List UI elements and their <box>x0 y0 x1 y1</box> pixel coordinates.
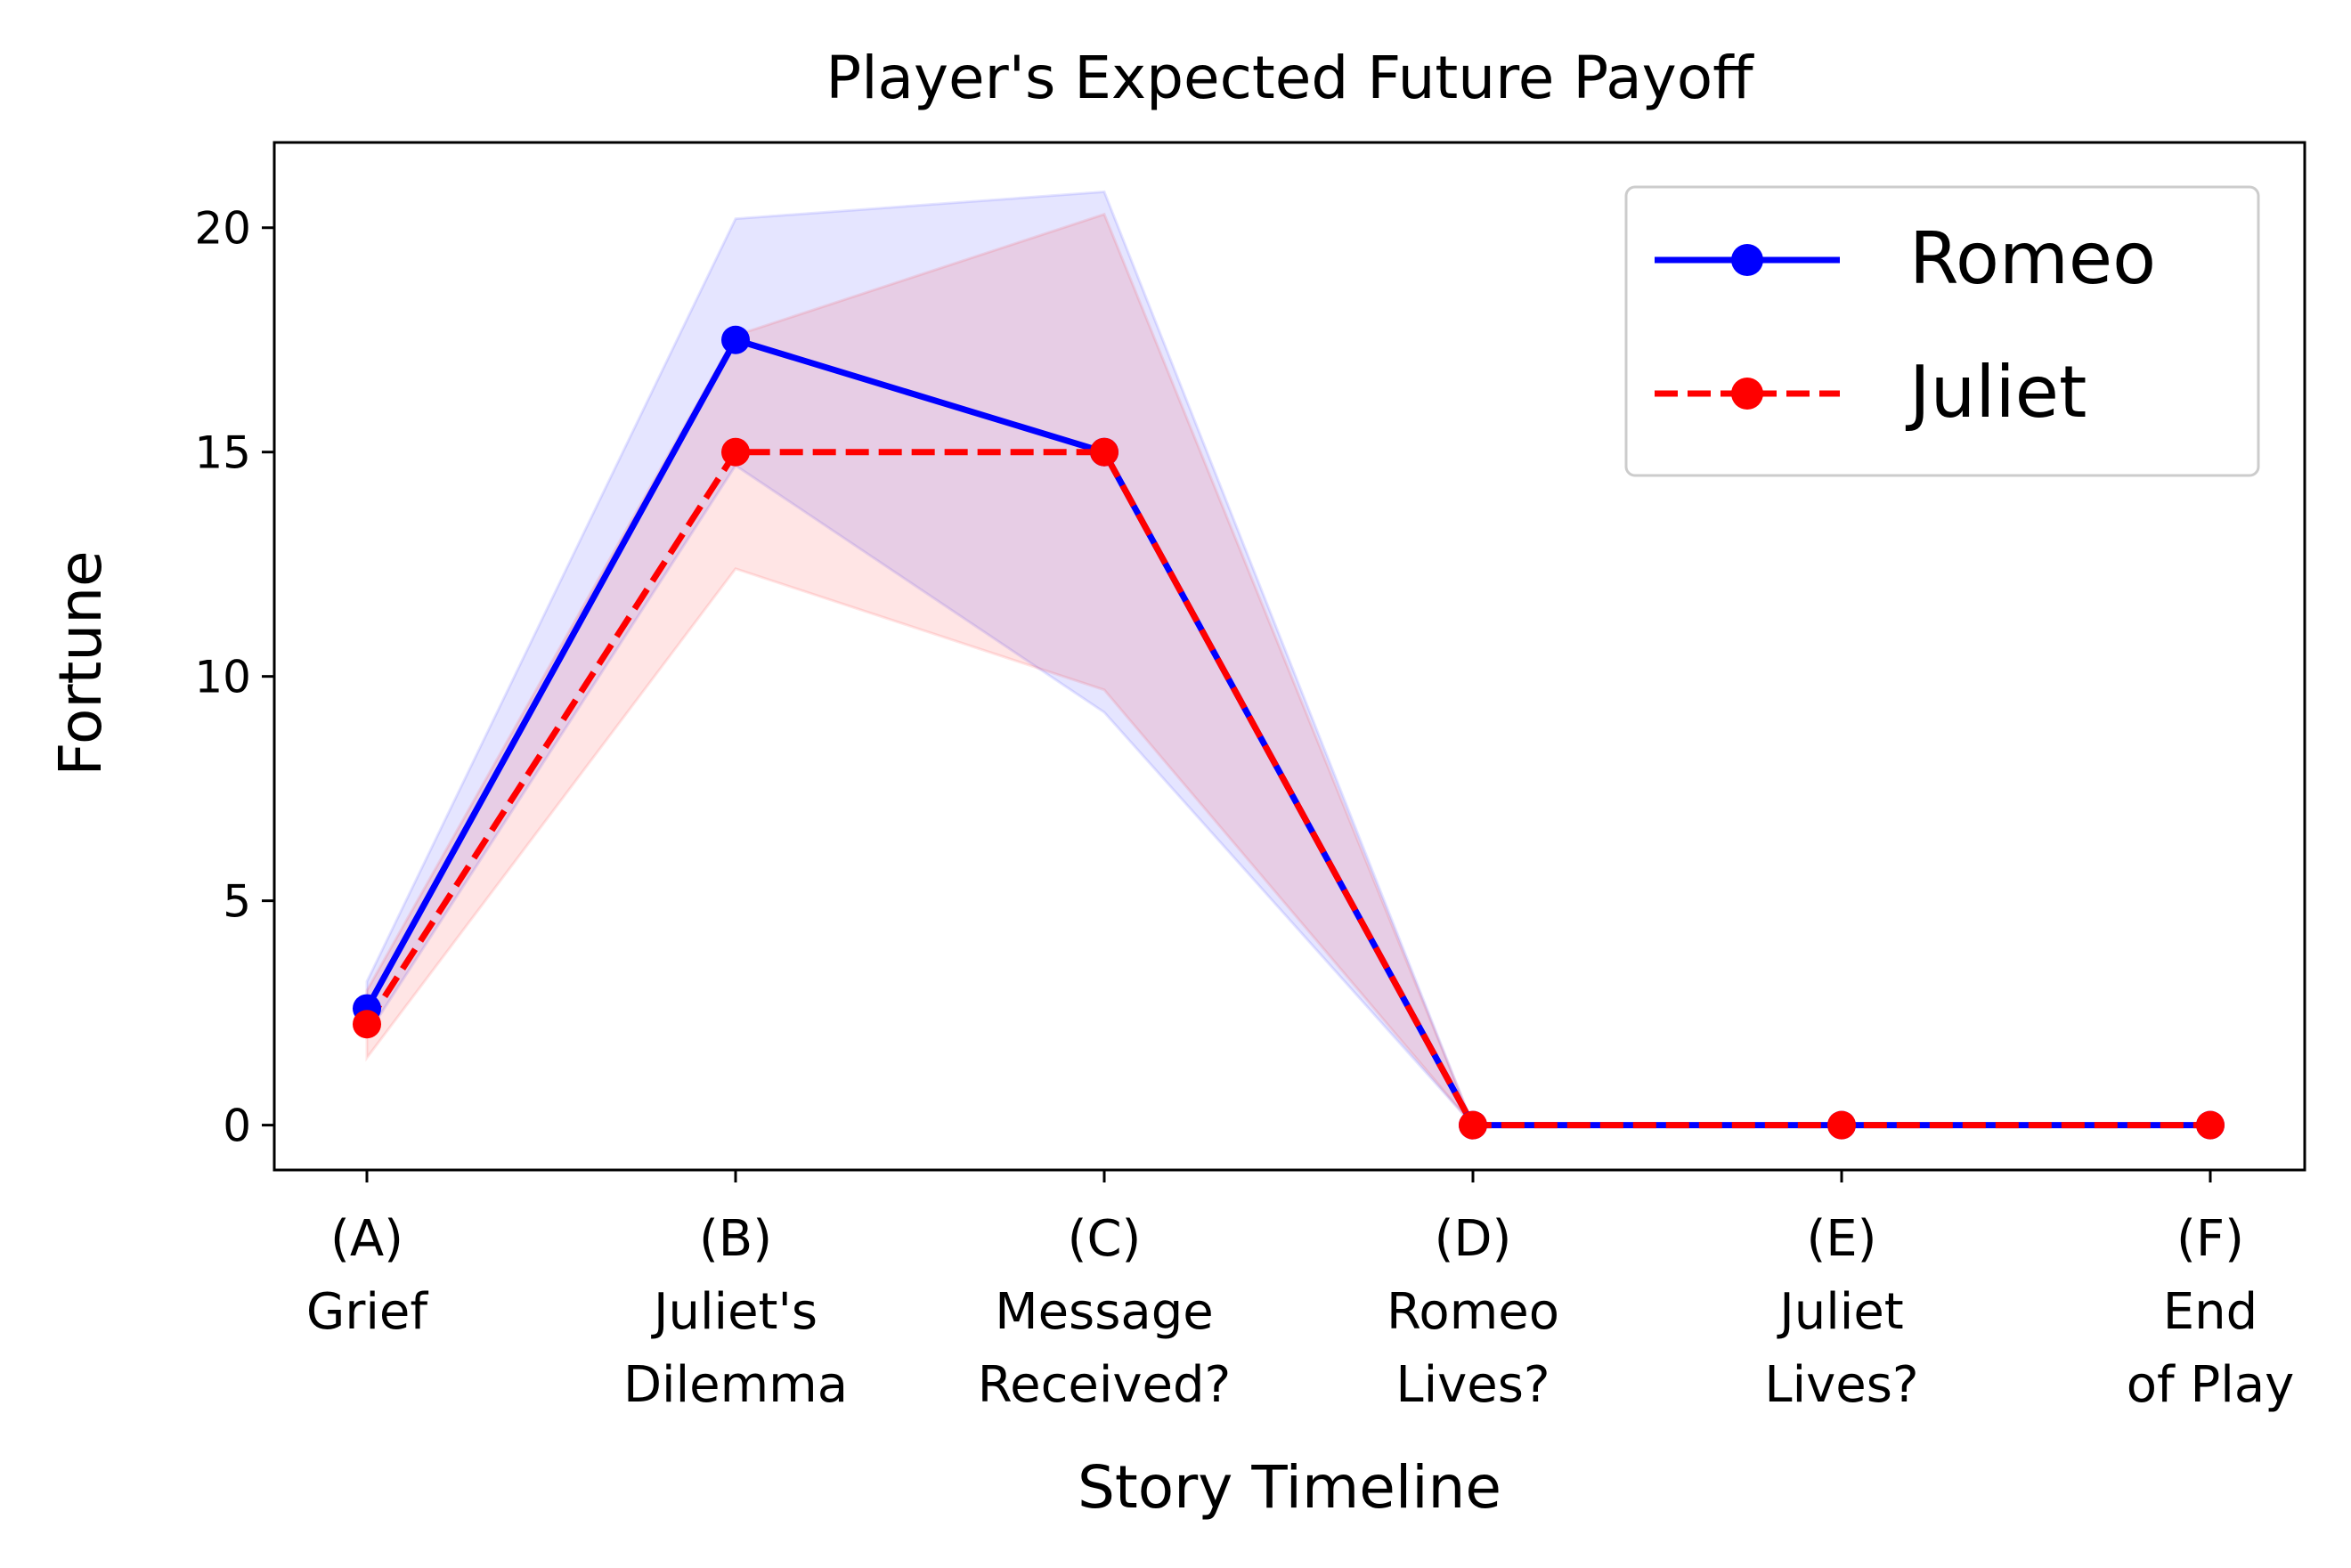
x-tick-label: Lives? <box>1395 1356 1550 1414</box>
point-juliet-4 <box>1827 1110 1856 1140</box>
x-tick-label: Message <box>995 1283 1213 1341</box>
series-points <box>353 325 2225 1140</box>
legend-marker-romeo <box>1731 244 1763 276</box>
series-lines <box>363 337 2210 1129</box>
x-tick-label: (E) <box>1806 1210 1876 1268</box>
point-juliet-2 <box>1090 437 1119 467</box>
legend-marker-juliet <box>1731 378 1763 410</box>
point-juliet-3 <box>1459 1110 1487 1140</box>
point-juliet-1 <box>721 437 750 467</box>
plot-frame <box>273 141 2306 1172</box>
point-juliet-5 <box>2196 1110 2225 1140</box>
y-axis: 0 5 10 15 20 <box>194 203 274 1152</box>
x-tick-label: (B) <box>699 1210 772 1268</box>
x-axis: (A) Grief (B) Juliet's Dilemma (C) Message Rece… <box>306 1170 2294 1414</box>
x-tick-label: Dilemma <box>623 1356 848 1414</box>
x-tick-label: (F) <box>2176 1210 2244 1268</box>
x-tick-label: End <box>2163 1283 2257 1341</box>
x-tick-label: (C) <box>1068 1210 1142 1268</box>
x-tick-label: (A) <box>330 1210 403 1268</box>
x-tick-label: Lives? <box>1764 1356 1918 1414</box>
line-juliet <box>364 449 2210 1129</box>
y-tick-label: 0 <box>223 1101 251 1152</box>
x-tick-label: Juliet's <box>651 1283 818 1341</box>
x-tick-label: Juliet <box>1777 1283 1904 1341</box>
y-tick-label: 10 <box>194 652 251 703</box>
y-tick-label: 20 <box>194 203 251 255</box>
y-tick-label: 5 <box>223 876 251 928</box>
x-tick-label: Received? <box>978 1356 1232 1414</box>
x-axis-label: Story Timeline <box>1078 1453 1501 1522</box>
legend-label-romeo: Romeo <box>1909 217 2156 300</box>
point-juliet-0 <box>353 1010 381 1039</box>
point-romeo-1 <box>721 325 750 354</box>
y-tick-label: 15 <box>194 427 251 479</box>
legend-label-juliet: Juliet <box>1905 351 2087 434</box>
x-tick-label: (D) <box>1435 1210 1512 1268</box>
y-axis-label: Fortune <box>46 550 115 776</box>
x-tick-label: of Play <box>2127 1356 2295 1414</box>
chart-title: Player's Expected Future Payoff <box>826 44 1754 112</box>
x-tick-label: Grief <box>306 1283 428 1341</box>
x-tick-label: Romeo <box>1387 1283 1559 1341</box>
legend: Romeo Juliet <box>1624 185 2260 477</box>
